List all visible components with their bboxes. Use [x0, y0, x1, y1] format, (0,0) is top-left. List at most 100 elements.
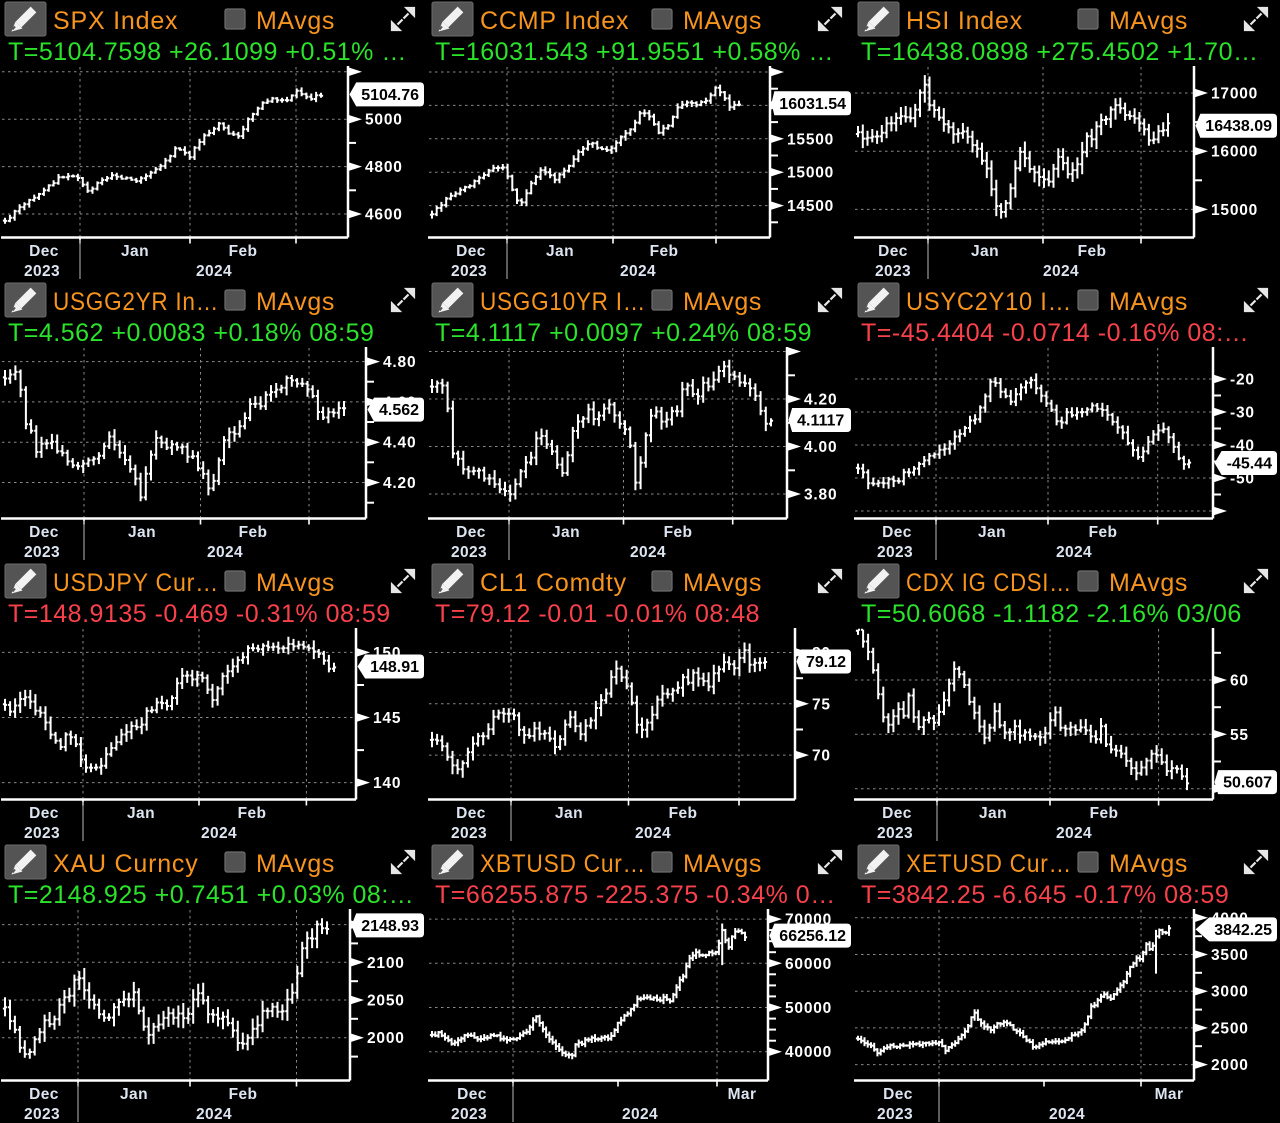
svg-text:Dec: Dec	[457, 1086, 487, 1103]
svg-text:MAvgs: MAvgs	[1109, 850, 1188, 878]
svg-text:Dec: Dec	[29, 243, 59, 260]
svg-text:55: 55	[1230, 727, 1249, 744]
svg-text:2024: 2024	[201, 825, 237, 842]
svg-text:MAvgs: MAvgs	[1109, 569, 1188, 597]
svg-text:USGG2YR In…: USGG2YR In…	[53, 288, 219, 316]
svg-text:2024: 2024	[1043, 263, 1079, 280]
svg-text:2024: 2024	[196, 1106, 232, 1123]
svg-text:T=16438.0898 +275.4502 +1.70…: T=16438.0898 +275.4502 +1.70…	[861, 38, 1258, 66]
svg-text:4.00: 4.00	[804, 439, 837, 456]
svg-text:2024: 2024	[620, 263, 656, 280]
svg-text:16000: 16000	[1211, 144, 1258, 161]
svg-text:2024: 2024	[622, 1106, 658, 1123]
svg-text:Dec: Dec	[882, 805, 912, 822]
svg-text:2024: 2024	[630, 544, 666, 561]
svg-text:2023: 2023	[451, 825, 487, 842]
svg-text:Dec: Dec	[882, 524, 912, 541]
svg-text:2023: 2023	[451, 263, 487, 280]
svg-text:4.40: 4.40	[383, 435, 416, 452]
svg-text:4.20: 4.20	[383, 475, 416, 492]
svg-text:MAvgs: MAvgs	[683, 7, 762, 35]
svg-text:2023: 2023	[877, 1106, 913, 1123]
svg-text:SPX Index: SPX Index	[53, 7, 178, 35]
svg-text:3842.25: 3842.25	[1214, 922, 1272, 939]
svg-text:MAvgs: MAvgs	[256, 7, 335, 35]
svg-text:XAU Curncy: XAU Curncy	[53, 850, 199, 878]
svg-text:14500: 14500	[787, 198, 834, 215]
svg-text:50000: 50000	[785, 1000, 832, 1017]
svg-text:50.607: 50.607	[1223, 775, 1272, 792]
svg-text:Jan: Jan	[120, 1086, 148, 1103]
svg-text:Jan: Jan	[127, 805, 155, 822]
svg-text:2023: 2023	[877, 825, 913, 842]
svg-text:-40: -40	[1230, 438, 1255, 455]
svg-text:60: 60	[1230, 673, 1249, 690]
svg-text:2050: 2050	[367, 993, 405, 1010]
svg-text:Feb: Feb	[239, 524, 268, 541]
svg-text:Feb: Feb	[669, 805, 698, 822]
svg-text:15500: 15500	[787, 131, 834, 148]
svg-text:2023: 2023	[24, 825, 60, 842]
svg-text:4.562: 4.562	[379, 402, 419, 419]
svg-text:Feb: Feb	[229, 1086, 258, 1103]
svg-text:60000: 60000	[785, 956, 832, 973]
svg-text:2023: 2023	[24, 1106, 60, 1123]
svg-text:T=148.9135 -0.469 -0.31% 08:59: T=148.9135 -0.469 -0.31% 08:59	[8, 600, 391, 628]
svg-text:MAvgs: MAvgs	[1109, 7, 1188, 35]
svg-text:2023: 2023	[24, 263, 60, 280]
svg-text:T=4.1117 +0.0097 +0.24% 08:59: T=4.1117 +0.0097 +0.24% 08:59	[435, 319, 812, 347]
svg-text:Dec: Dec	[883, 1086, 913, 1103]
svg-text:2024: 2024	[1056, 544, 1092, 561]
svg-text:Jan: Jan	[971, 243, 999, 260]
svg-text:145: 145	[373, 710, 401, 727]
svg-text:T=50.6068 -1.1182 -2.16% 03/06: T=50.6068 -1.1182 -2.16% 03/06	[861, 600, 1242, 628]
svg-text:2500: 2500	[1211, 1020, 1249, 1037]
svg-text:Dec: Dec	[456, 805, 486, 822]
svg-text:15000: 15000	[1211, 202, 1258, 219]
svg-text:2024: 2024	[635, 825, 671, 842]
svg-text:3.80: 3.80	[804, 487, 837, 504]
svg-text:140: 140	[373, 775, 401, 792]
svg-text:-30: -30	[1230, 405, 1255, 422]
svg-text:66256.12: 66256.12	[779, 928, 846, 945]
svg-text:CL1 Comdty: CL1 Comdty	[480, 569, 627, 597]
svg-text:Dec: Dec	[456, 243, 486, 260]
svg-text:Jan: Jan	[552, 524, 580, 541]
svg-text:CDX IG CDSI…: CDX IG CDSI…	[906, 569, 1072, 597]
svg-text:MAvgs: MAvgs	[256, 288, 335, 316]
svg-text:75: 75	[812, 696, 831, 713]
svg-text:Mar: Mar	[728, 1086, 757, 1103]
svg-text:Jan: Jan	[121, 243, 149, 260]
svg-text:T=66255.875 -225.375 -0.34% 0…: T=66255.875 -225.375 -0.34% 0…	[435, 881, 836, 909]
svg-text:2023: 2023	[451, 1106, 487, 1123]
svg-text:4600: 4600	[365, 207, 403, 224]
svg-text:2023: 2023	[24, 544, 60, 561]
svg-text:3500: 3500	[1211, 947, 1249, 964]
svg-text:USGG10YR I…: USGG10YR I…	[480, 288, 646, 316]
svg-text:Jan: Jan	[978, 524, 1006, 541]
svg-text:5104.76: 5104.76	[361, 87, 419, 104]
svg-text:Mar: Mar	[1155, 1086, 1184, 1103]
svg-text:Jan: Jan	[128, 524, 156, 541]
svg-text:XETUSD Cur…: XETUSD Cur…	[906, 850, 1072, 878]
svg-text:2023: 2023	[877, 544, 913, 561]
svg-text:Dec: Dec	[456, 524, 486, 541]
svg-text:17000: 17000	[1211, 86, 1258, 103]
svg-text:70: 70	[812, 748, 831, 765]
svg-text:2000: 2000	[367, 1030, 405, 1047]
svg-text:MAvgs: MAvgs	[256, 850, 335, 878]
svg-text:4.80: 4.80	[383, 354, 416, 371]
svg-text:T=16031.543 +91.9551 +0.58% …: T=16031.543 +91.9551 +0.58% …	[435, 38, 834, 66]
svg-text:Jan: Jan	[979, 805, 1007, 822]
svg-text:Feb: Feb	[229, 243, 258, 260]
svg-text:Dec: Dec	[29, 524, 59, 541]
svg-text:Jan: Jan	[546, 243, 574, 260]
svg-text:HSI Index: HSI Index	[906, 7, 1023, 35]
svg-text:15000: 15000	[787, 165, 834, 182]
svg-text:2024: 2024	[196, 263, 232, 280]
svg-text:4.1117: 4.1117	[797, 413, 844, 430]
svg-text:5000: 5000	[365, 112, 403, 129]
svg-text:USDJPY Cur…: USDJPY Cur…	[53, 569, 219, 597]
svg-text:Feb: Feb	[1090, 805, 1119, 822]
svg-text:Feb: Feb	[1089, 524, 1118, 541]
